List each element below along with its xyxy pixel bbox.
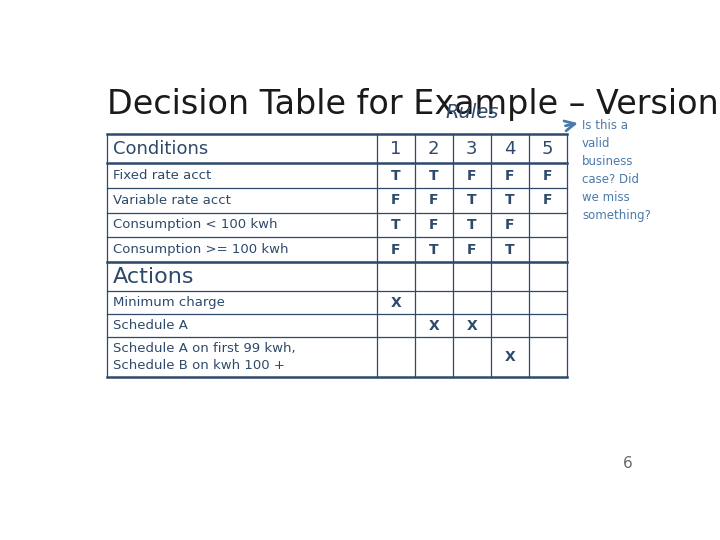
Text: F: F bbox=[391, 193, 400, 207]
Text: Is this a
valid
business
case? Did
we miss
something?: Is this a valid business case? Did we mi… bbox=[582, 119, 651, 222]
Text: Minimum charge: Minimum charge bbox=[113, 296, 225, 309]
Text: T: T bbox=[429, 242, 438, 256]
Text: F: F bbox=[543, 193, 552, 207]
Text: F: F bbox=[391, 242, 400, 256]
Text: 6: 6 bbox=[623, 456, 632, 471]
Text: F: F bbox=[505, 218, 514, 232]
Text: T: T bbox=[429, 168, 438, 183]
Text: Conditions: Conditions bbox=[113, 140, 209, 158]
Text: T: T bbox=[467, 193, 477, 207]
Text: Fixed rate acct: Fixed rate acct bbox=[113, 169, 212, 182]
Text: T: T bbox=[467, 218, 477, 232]
Text: F: F bbox=[429, 218, 438, 232]
Text: F: F bbox=[429, 193, 438, 207]
Text: T: T bbox=[391, 168, 400, 183]
Text: X: X bbox=[390, 296, 401, 310]
Text: Actions: Actions bbox=[113, 267, 194, 287]
Text: X: X bbox=[428, 319, 439, 333]
Text: Consumption >= 100 kwh: Consumption >= 100 kwh bbox=[113, 243, 289, 256]
Text: Schedule A on first 99 kwh,
Schedule B on kwh 100 +: Schedule A on first 99 kwh, Schedule B o… bbox=[113, 342, 296, 373]
Text: 5: 5 bbox=[542, 140, 554, 158]
Text: Consumption < 100 kwh: Consumption < 100 kwh bbox=[113, 219, 278, 232]
Text: F: F bbox=[467, 242, 477, 256]
Text: F: F bbox=[543, 168, 552, 183]
Text: T: T bbox=[505, 242, 515, 256]
Text: X: X bbox=[467, 319, 477, 333]
Text: 4: 4 bbox=[504, 140, 516, 158]
Text: Decision Table for Example – Version 1: Decision Table for Example – Version 1 bbox=[107, 88, 720, 121]
Text: T: T bbox=[505, 193, 515, 207]
Text: Schedule A: Schedule A bbox=[113, 319, 188, 332]
Text: X: X bbox=[504, 350, 515, 365]
Text: T: T bbox=[391, 218, 400, 232]
Text: 1: 1 bbox=[390, 140, 402, 158]
Text: F: F bbox=[505, 168, 514, 183]
Text: 2: 2 bbox=[428, 140, 439, 158]
Text: Rules: Rules bbox=[445, 103, 498, 122]
Text: Variable rate acct: Variable rate acct bbox=[113, 194, 231, 207]
Text: F: F bbox=[467, 168, 477, 183]
Text: 3: 3 bbox=[466, 140, 477, 158]
